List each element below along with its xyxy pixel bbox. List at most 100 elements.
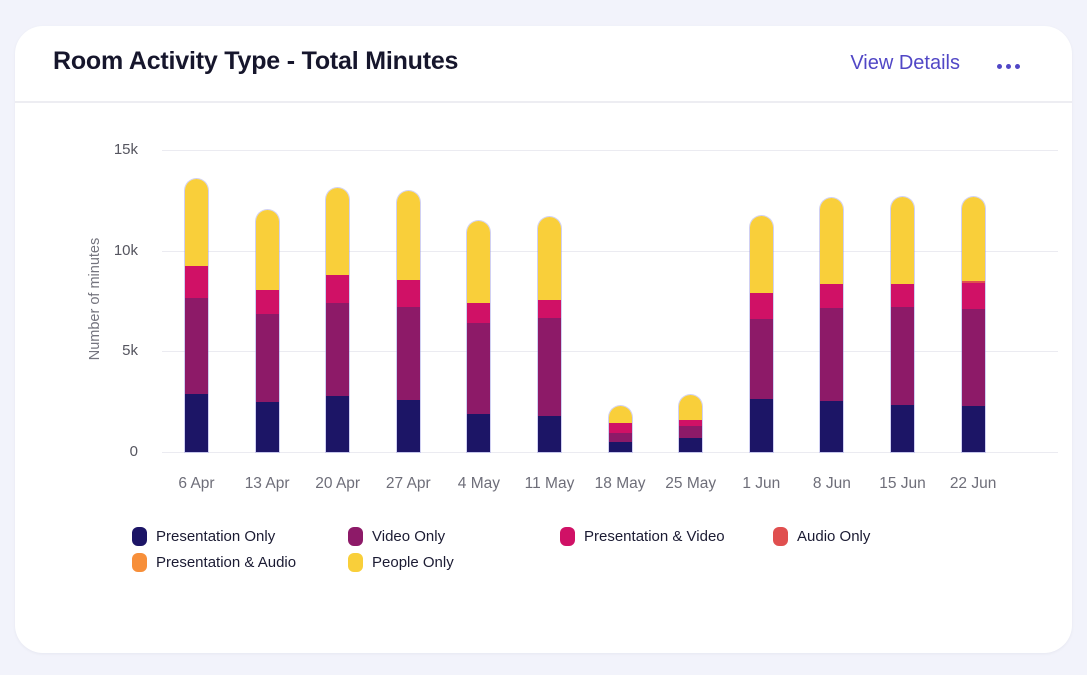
bar-22-jun xyxy=(961,197,985,452)
bar-segment-video-only[interactable] xyxy=(749,319,773,399)
legend-item-audio-only[interactable]: Audio Only xyxy=(773,527,870,546)
x-axis-tick-label: 20 Apr xyxy=(315,475,361,492)
chart-card: Room Activity Type - Total Minutes View … xyxy=(15,26,1072,653)
bar-segment-people-only[interactable] xyxy=(961,197,985,281)
legend-swatch-icon xyxy=(773,527,788,546)
bar-segment-video-only[interactable] xyxy=(891,307,914,405)
bar-segment-people-only[interactable] xyxy=(467,221,491,304)
y-axis-tick-label: 10k xyxy=(113,241,138,259)
bar-segment-people-only[interactable] xyxy=(891,197,914,284)
y-axis-tick-label: 0 xyxy=(129,443,138,460)
bar-segment-people-only[interactable] xyxy=(255,210,279,290)
bar-segment-people-only[interactable] xyxy=(820,198,844,284)
legend-item-presentation-only[interactable]: Presentation Only xyxy=(132,527,275,546)
bar-segment-audio-only[interactable] xyxy=(961,280,985,283)
ellipsis-menu-icon[interactable] xyxy=(995,62,1022,71)
bar-segment-presentation-video[interactable] xyxy=(679,419,703,426)
ellipsis-dot xyxy=(1006,64,1011,69)
bar-segment-presentation-only[interactable] xyxy=(538,415,561,452)
bar-18-may xyxy=(608,405,632,452)
bar-13-apr xyxy=(255,210,279,452)
bar-segment-presentation-only[interactable] xyxy=(749,398,773,452)
bar-segment-people-only[interactable] xyxy=(679,394,703,420)
bar-segment-video-only[interactable] xyxy=(538,318,561,416)
bar-20-apr xyxy=(326,188,350,452)
chart-title: Room Activity Type - Total Minutes xyxy=(53,47,459,75)
bar-segment-presentation-video[interactable] xyxy=(255,289,279,315)
card-header: Room Activity Type - Total Minutes View … xyxy=(15,26,1072,103)
bar-segment-presentation-video[interactable] xyxy=(608,422,632,433)
bar-segment-presentation-only[interactable] xyxy=(185,393,208,452)
bar-segment-people-only[interactable] xyxy=(326,188,350,275)
bar-segment-presentation-video[interactable] xyxy=(396,279,420,308)
bar-segment-presentation-video[interactable] xyxy=(538,300,561,319)
x-axis-tick-label: 4 May xyxy=(457,475,500,492)
y-axis-tick-label: 15k xyxy=(113,141,138,158)
legend-label: Presentation & Audio xyxy=(156,554,297,571)
y-axis-tick-label: 5k xyxy=(122,342,138,360)
bar-8-jun xyxy=(820,198,844,452)
gridline-15k xyxy=(162,150,1058,151)
bar-segment-video-only[interactable] xyxy=(255,314,279,402)
x-axis-tick-label: 27 Apr xyxy=(385,475,431,492)
legend-label: Presentation & Video xyxy=(584,528,725,545)
bar-segment-presentation-video[interactable] xyxy=(891,283,914,308)
bar-4-may xyxy=(467,221,491,452)
bar-segment-presentation-only[interactable] xyxy=(679,437,703,452)
bar-segment-presentation-only[interactable] xyxy=(396,399,420,452)
bar-segment-people-only[interactable] xyxy=(538,217,561,300)
legend-item-presentation-video[interactable]: Presentation & Video xyxy=(560,527,725,546)
legend-item-video-only[interactable]: Video Only xyxy=(348,527,445,546)
bar-segment-presentation-video[interactable] xyxy=(326,274,350,304)
x-axis-tick-label: 1 Jun xyxy=(742,475,781,492)
bar-segment-video-only[interactable] xyxy=(185,297,208,394)
legend-item-presentation-audio[interactable]: Presentation & Audio xyxy=(132,553,296,572)
bar-segment-video-only[interactable] xyxy=(820,308,844,401)
legend-swatch-icon xyxy=(348,527,363,546)
bar-segment-presentation-only[interactable] xyxy=(326,395,350,452)
bar-segment-people-only[interactable] xyxy=(396,191,420,280)
bar-25-may xyxy=(679,394,703,452)
bar-segment-video-only[interactable] xyxy=(396,307,420,400)
x-axis-tick-label: 11 May xyxy=(524,475,575,492)
bar-segment-presentation-only[interactable] xyxy=(961,405,985,452)
x-axis-tick-label: 13 Apr xyxy=(244,475,290,492)
ellipsis-dot xyxy=(1015,64,1020,69)
gridline-0 xyxy=(162,452,1058,453)
x-axis-tick-label: 6 Apr xyxy=(178,475,215,492)
legend-label: Presentation Only xyxy=(156,528,276,545)
ellipsis-dot xyxy=(997,64,1002,69)
gridline-5k xyxy=(162,351,1058,353)
bar-segment-people-only[interactable] xyxy=(185,179,208,266)
bar-segment-video-only[interactable] xyxy=(467,323,491,414)
bar-segment-video-only[interactable] xyxy=(679,425,703,438)
bar-segment-people-only[interactable] xyxy=(608,405,632,423)
bar-segment-presentation-video[interactable] xyxy=(749,292,773,320)
bar-segment-presentation-only[interactable] xyxy=(820,400,844,452)
bar-segment-presentation-only[interactable] xyxy=(255,401,279,452)
bar-segment-presentation-only[interactable] xyxy=(891,404,914,452)
x-axis-tick-label: 25 May xyxy=(665,475,717,492)
legend-label: Video Only xyxy=(372,528,446,545)
bar-segment-presentation-only[interactable] xyxy=(608,441,632,452)
x-axis-tick-label: 15 Jun xyxy=(879,475,926,492)
bar-segment-video-only[interactable] xyxy=(961,309,985,406)
view-details-link[interactable]: View Details xyxy=(850,52,960,74)
bar-segment-presentation-video[interactable] xyxy=(467,303,491,324)
legend-swatch-icon xyxy=(560,527,575,546)
legend-item-people-only[interactable]: People Only xyxy=(348,553,454,572)
bar-segment-presentation-video[interactable] xyxy=(185,265,208,298)
legend-swatch-icon xyxy=(132,553,147,572)
bar-segment-presentation-only[interactable] xyxy=(467,413,491,452)
bar-segment-presentation-video[interactable] xyxy=(961,282,985,310)
bar-segment-people-only[interactable] xyxy=(749,216,773,293)
gridline-10k xyxy=(162,250,1058,252)
bar-segment-video-only[interactable] xyxy=(608,432,632,442)
legend-label: People Only xyxy=(372,554,454,571)
bar-segment-presentation-video[interactable] xyxy=(820,283,844,309)
bar-27-apr xyxy=(396,191,420,452)
legend-swatch-icon xyxy=(132,527,147,546)
chart-plot-area: Number of minutes 0 5k 10k 15k 6 Apr 13 Apr 20… xyxy=(15,26,1072,653)
bar-segment-video-only[interactable] xyxy=(326,303,350,396)
bar-11-may xyxy=(538,217,561,452)
